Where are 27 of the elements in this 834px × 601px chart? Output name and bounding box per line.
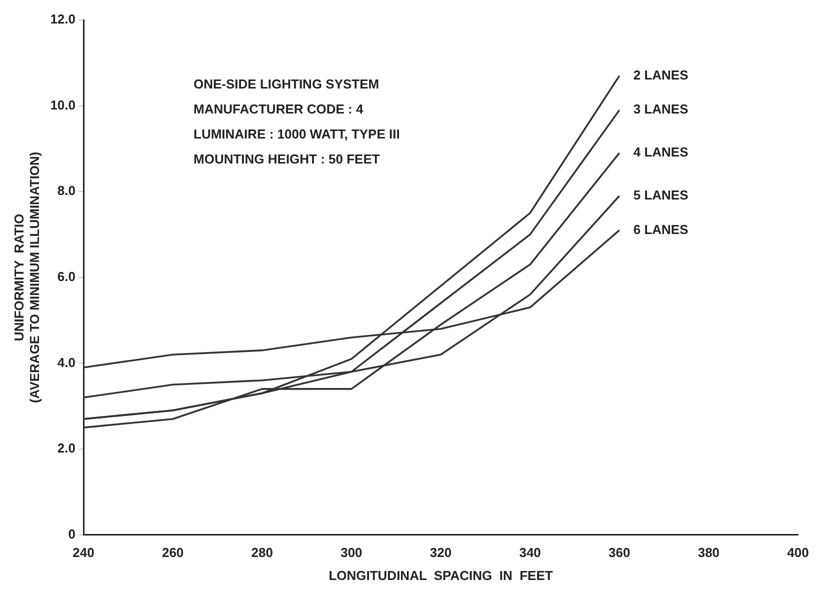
x-tick-label: 360 [608,545,630,560]
y-tick-label: 2.0 [57,440,76,456]
x-tick-label: 340 [519,545,541,560]
y-tick-label: 6.0 [57,268,76,284]
x-tick-label: 240 [72,545,94,560]
annotation: ONE-SIDE LIGHTING SYSTEM [194,76,380,92]
y-tick-label: 12.0 [50,12,76,27]
annotation: MOUNTING HEIGHT : 50 FEET [194,152,380,167]
y-tick-label: 0 [68,526,76,542]
x-tick-label: 300 [340,545,362,560]
x-tick-label: 320 [430,545,452,560]
y-tick-label: 8.0 [57,183,76,198]
y-tick-label: 4.0 [57,354,76,370]
x-tick-label: 380 [698,545,720,560]
series-label: 6 LANES [633,222,689,237]
series-label: 2 LANES [633,67,689,82]
x-tick-label: 400 [787,545,809,560]
x-tick-label: 260 [162,545,184,560]
y-tick-label: 10.0 [50,97,76,112]
series-label: 4 LANES [633,144,689,160]
y-axis-title: UNIFORMITY RATIO (AVERAGE TO MINIMUM ILLUMINATION) [11,152,42,404]
series-label: 3 LANES [633,102,689,117]
x-axis-title: LONGITUDINAL SPACING IN FEET [328,568,553,583]
series-label: 5 LANES [633,187,689,202]
x-tick-label: 280 [251,545,273,560]
annotation: MANUFACTURER CODE : 4 [194,102,364,117]
annotation: LUMINAIRE : 1000 WATT, TYPE III [194,126,400,142]
